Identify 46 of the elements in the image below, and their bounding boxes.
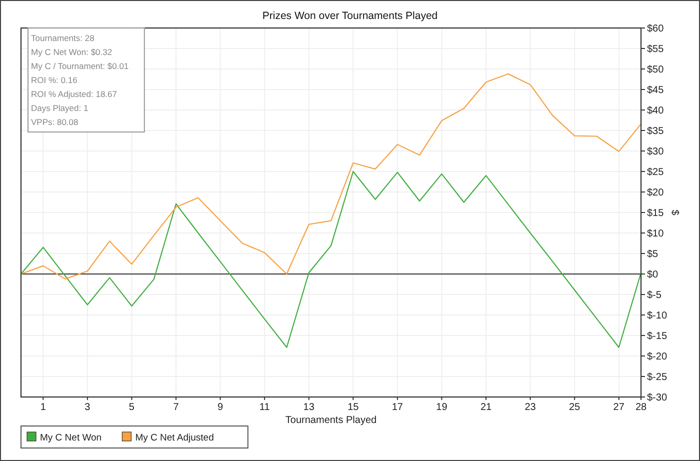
y-tick-label: $40 <box>647 106 664 116</box>
y-tick-label: $35 <box>647 126 664 137</box>
y-tick-label: $60 <box>647 24 664 34</box>
x-tick-label: 1 <box>40 402 46 413</box>
annotation: VPPs: 80.08 <box>31 117 79 127</box>
annotation: My C / Tournament: $0.01 <box>31 61 129 71</box>
x-tick-label: 3 <box>84 402 91 413</box>
y-tick-label: $-10 <box>647 310 668 322</box>
x-tick-label: 13 <box>303 402 315 413</box>
x-tick-label: 19 <box>436 402 448 413</box>
y-tick-label: $50 <box>647 64 664 76</box>
x-tick-label: 5 <box>128 402 135 413</box>
chart-title: Prizes Won over Tournaments Played <box>262 10 438 22</box>
x-tick-label: 28 <box>635 402 647 413</box>
annotation: Days Played: 1 <box>31 103 88 113</box>
legend-label: My C Net Won <box>40 432 102 444</box>
annotation: My C Net Won: $0.32 <box>31 47 112 57</box>
y-tick-label: $-25 <box>647 372 668 383</box>
y-tick-label: $-15 <box>647 331 668 342</box>
x-tick-label: 15 <box>348 402 360 413</box>
annotation: ROI % Adjusted: 18.67 <box>31 89 118 99</box>
legend-label: My C Net Adjusted <box>135 432 214 444</box>
y-tick-label: $15 <box>647 208 664 219</box>
x-tick-label: 25 <box>569 402 581 413</box>
x-tick-label: 21 <box>480 402 492 413</box>
y-tick-label: $20 <box>647 188 664 198</box>
x-tick-label: 7 <box>173 402 180 413</box>
y-tick-label: $30 <box>647 146 664 158</box>
x-tick-label: 11 <box>259 402 270 413</box>
y-tick-label: $-30 <box>647 392 668 404</box>
x-tick-label: 9 <box>218 402 224 413</box>
y-tick-label: $45 <box>647 85 664 96</box>
y-tick-label: $55 <box>647 44 664 55</box>
y-tick-label: $25 <box>647 167 664 178</box>
y-tick-label: $0 <box>647 270 659 280</box>
x-tick-label: 17 <box>392 402 404 413</box>
y-tick-label: $-5 <box>647 290 662 301</box>
y-tick-label: $5 <box>647 249 659 260</box>
x-tick-label: 27 <box>613 402 625 413</box>
annotation: Tournaments: 28 <box>31 33 95 43</box>
x-axis-title: Tournaments Played <box>285 415 377 426</box>
y-axis-title: $ <box>669 210 680 216</box>
y-tick-label: $10 <box>647 228 664 240</box>
x-tick-label: 23 <box>524 402 536 413</box>
annotation: ROI %: 0.16 <box>31 75 78 85</box>
y-tick-label: $-20 <box>647 352 668 362</box>
